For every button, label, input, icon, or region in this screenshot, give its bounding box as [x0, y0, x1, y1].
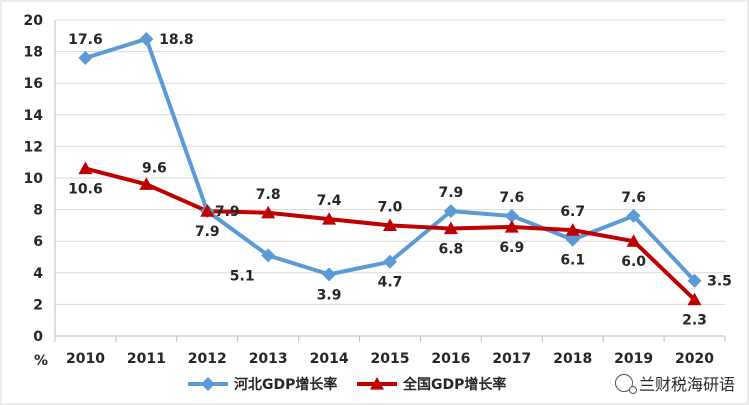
series-2-marker [565, 223, 580, 236]
data-label: 6.8 [439, 242, 464, 258]
data-label: 9.6 [142, 160, 167, 176]
wechat-icon [614, 374, 637, 394]
series-2-marker [322, 212, 337, 225]
data-label: 6.7 [560, 204, 585, 220]
x-tick-label: 2010 [66, 351, 105, 367]
data-label: 7.9 [215, 204, 240, 220]
data-label: 7.6 [499, 190, 524, 206]
watermark: 兰财税海研语 [614, 371, 735, 395]
x-tick-label: 2011 [127, 351, 166, 367]
legend-marker [370, 377, 384, 390]
legend-label: 河北GDP增长率 [234, 376, 337, 393]
y-tick-label: 12 [24, 139, 43, 155]
data-label: 6.1 [560, 253, 585, 269]
series-1-marker [504, 208, 519, 223]
series-2-marker [687, 292, 702, 306]
x-tick-label: 2012 [188, 351, 227, 367]
y-unit-label: % [34, 353, 48, 369]
series-2-marker [139, 177, 154, 190]
x-tick-label: 2020 [675, 351, 714, 367]
data-label: 7.9 [439, 185, 464, 201]
series-2-marker [78, 161, 93, 175]
series-1-marker [78, 50, 93, 65]
data-label: 3.5 [707, 274, 732, 290]
y-tick-label: 16 [24, 76, 43, 92]
series-2-marker [504, 219, 519, 233]
x-tick-label: 2013 [249, 351, 288, 367]
legend-marker [201, 377, 215, 391]
series-line-1 [84, 36, 697, 283]
data-label: 5.1 [230, 268, 255, 284]
x-tick-label: 2015 [371, 351, 410, 367]
x-tick-label: 2014 [310, 351, 349, 367]
data-label: 6.0 [621, 254, 646, 270]
x-tick-label: 2019 [614, 351, 653, 367]
series-1-marker [626, 208, 641, 223]
series-1-marker [383, 254, 397, 269]
series-2-marker [443, 221, 458, 235]
series-2-marker [261, 205, 276, 219]
data-label: 7.4 [317, 193, 342, 209]
y-tick-label: 6 [33, 234, 43, 250]
x-tick-label: 2017 [492, 351, 531, 367]
series-2-marker [626, 234, 641, 247]
series-1-marker [261, 248, 276, 263]
series-2-marker [383, 218, 397, 231]
data-label: 6.9 [499, 240, 524, 256]
y-tick-label: 8 [33, 203, 43, 219]
series-1-marker [322, 267, 337, 282]
data-label: 7.8 [256, 187, 281, 203]
watermark-text: 兰财税海研语 [638, 375, 735, 394]
data-label: 3.9 [317, 287, 342, 303]
series-1-marker [139, 31, 154, 46]
data-label: 10.6 [68, 182, 103, 198]
y-tick-label: 14 [24, 108, 44, 124]
data-label: 4.7 [378, 275, 403, 291]
x-tick-label: 2016 [431, 351, 470, 367]
y-tick-label: 18 [24, 45, 43, 61]
series-1-marker [687, 273, 702, 288]
series-2-marker [200, 204, 215, 217]
data-label: 7.9 [195, 224, 220, 240]
data-label: 7.0 [378, 199, 403, 215]
data-label: 18.8 [159, 32, 194, 48]
series-1-marker [565, 232, 580, 247]
series-1-marker [443, 204, 458, 219]
y-tick-label: 4 [33, 266, 43, 282]
y-tick-label: 2 [33, 297, 43, 313]
y-tick-label: 10 [24, 171, 44, 187]
y-tick-label: 20 [24, 13, 44, 29]
legend-label: 全国GDP增长率 [402, 376, 506, 393]
data-label: 2.3 [682, 313, 707, 329]
x-tick-label: 2018 [553, 351, 592, 367]
data-label: 17.6 [68, 32, 103, 48]
y-tick-label: 0 [33, 329, 43, 345]
data-label: 7.6 [621, 190, 646, 206]
